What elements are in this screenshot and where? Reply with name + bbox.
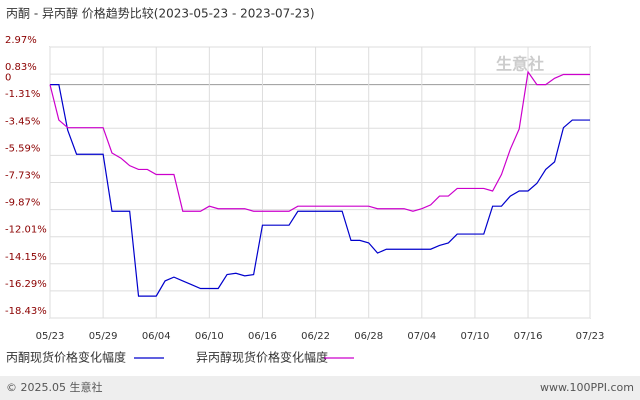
legend-label: 丙酮现货价格变化幅度 xyxy=(6,350,126,365)
x-tick-label: 07/16 xyxy=(514,331,543,342)
legend-label: 异丙醇现货价格变化幅度 xyxy=(196,350,328,365)
x-tick-label: 06/28 xyxy=(354,331,383,342)
y-tick-label: -1.31% xyxy=(5,89,40,100)
footer-left: © 2025.05 生意社 xyxy=(6,380,102,394)
y-tick-label: -18.43% xyxy=(5,306,47,317)
chart-title: 丙酮 - 异丙醇 价格趋势比较(2023-05-23 - 2023-07-23) xyxy=(6,6,315,21)
x-tick-label: 07/04 xyxy=(407,331,436,342)
x-tick-label: 06/22 xyxy=(301,331,330,342)
y-tick-label: 0 xyxy=(5,73,11,84)
y-tick-label: -16.29% xyxy=(5,279,47,290)
x-tick-label: 05/23 xyxy=(36,331,65,342)
y-tick-label: -12.01% xyxy=(5,225,47,236)
series-line xyxy=(49,70,590,212)
y-tick-label: 0.83% xyxy=(5,62,37,73)
x-tick-label: 05/29 xyxy=(89,331,118,342)
x-tick-label: 07/23 xyxy=(576,331,605,342)
y-tick-label: -3.45% xyxy=(5,116,40,127)
series-line xyxy=(50,84,590,297)
y-tick-label: -9.87% xyxy=(5,198,40,209)
y-tick-label: -7.73% xyxy=(5,171,40,182)
footer-right: www.100PPI.com xyxy=(540,381,634,394)
y-tick-label: -14.15% xyxy=(5,252,47,263)
y-tick-label: -5.59% xyxy=(5,143,40,154)
x-tick-label: 06/04 xyxy=(142,331,171,342)
x-tick-label: 07/10 xyxy=(461,331,490,342)
x-tick-label: 06/10 xyxy=(195,331,224,342)
x-tick-label: 06/16 xyxy=(248,331,277,342)
footer-band xyxy=(0,376,640,400)
y-tick-label: 2.97% xyxy=(5,35,37,46)
watermark: 生意社 xyxy=(496,55,544,74)
